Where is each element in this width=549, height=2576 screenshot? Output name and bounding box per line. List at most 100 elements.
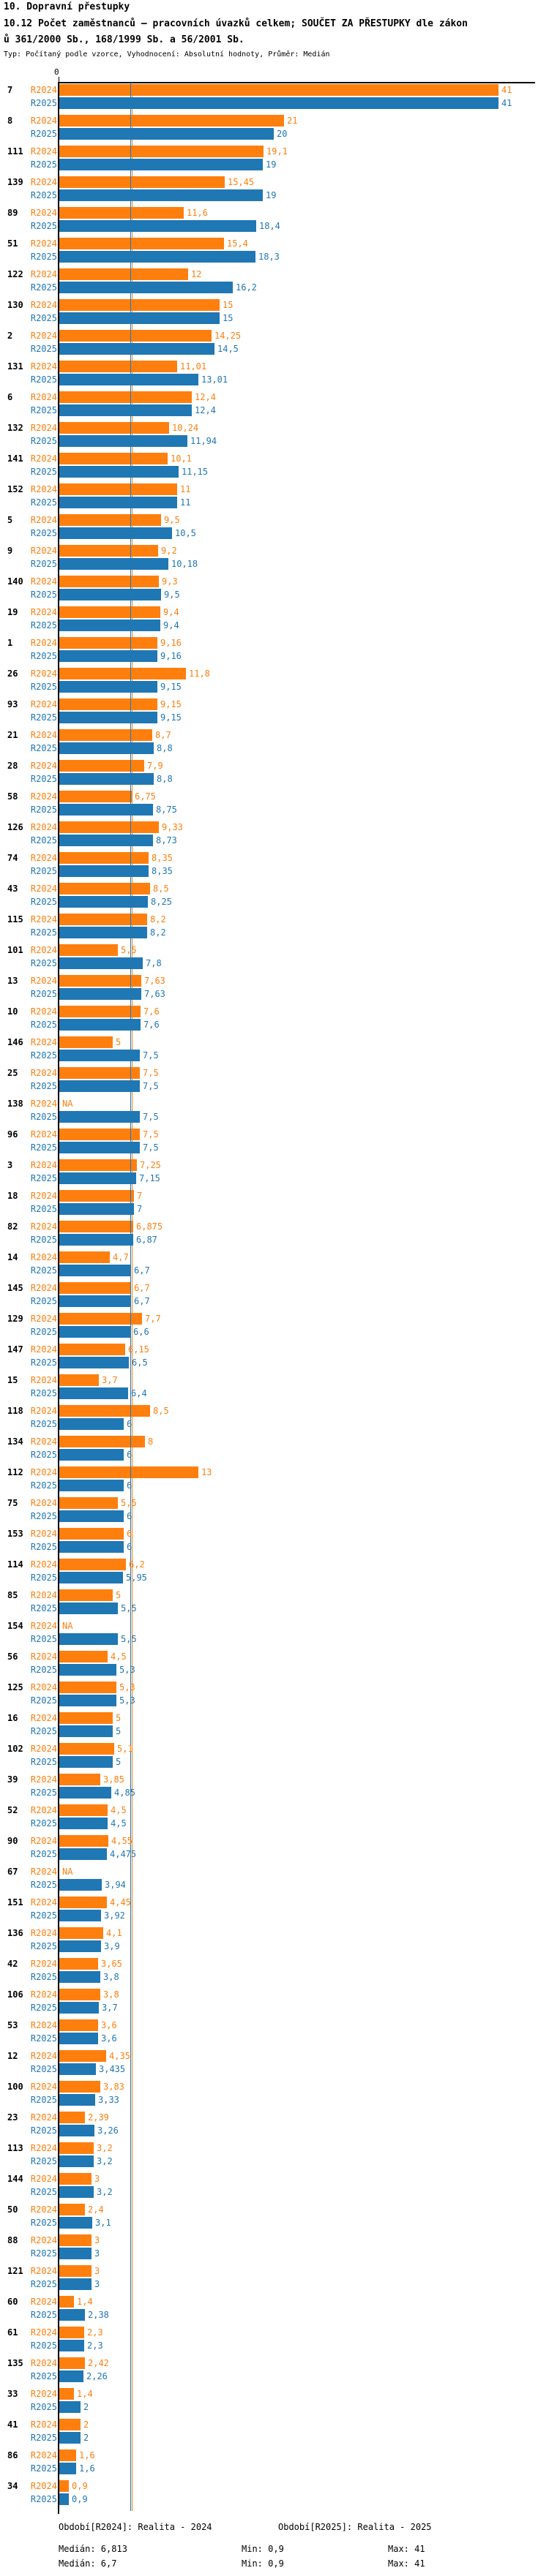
period-label-r2024: R2024 (30, 238, 57, 249)
value-label-r2024: NA (62, 1099, 73, 1109)
value-label-r2025: 8,75 (156, 805, 177, 815)
bar-r2025 (59, 1111, 140, 1123)
bar-row-r2024: R2024 15 (0, 299, 549, 311)
value-label-r2024: 15 (223, 300, 234, 310)
value-label-r2025: 6,5 (132, 1357, 148, 1368)
bar-group: 34 R2024 0,9 R2025 0,9 (0, 2479, 549, 2509)
bar-r2024 (59, 1989, 100, 2000)
period-label-r2024: R2024 (30, 546, 57, 556)
bar-r2024 (59, 1927, 103, 1939)
period-label-r2025: R2025 (30, 1173, 57, 1183)
bar-row-r2024: R2024 19,1 (0, 146, 549, 157)
value-label-r2024: 5 (116, 1590, 122, 1600)
bar-r2024 (59, 1897, 107, 1908)
period-label-r2025: R2025 (30, 2187, 57, 2197)
group-id-label: 18 (7, 1191, 18, 1201)
bar-r2025 (59, 2125, 94, 2136)
bar-r2024 (59, 1436, 145, 1447)
group-id-label: 42 (7, 1959, 18, 1969)
bar-row-r2024: R2024 3,8 (0, 1989, 549, 2000)
group-id-label: 90 (7, 1836, 18, 1846)
period-label-r2024: R2024 (30, 1406, 57, 1416)
value-label-r2025: 3,6 (101, 2033, 117, 2044)
bar-r2025 (59, 2155, 94, 2167)
value-label-r2024: 7,5 (143, 1129, 159, 1140)
bar-r2024 (59, 2265, 92, 2277)
period-label-r2025: R2025 (30, 1296, 57, 1306)
bar-r2025 (59, 1357, 129, 1368)
value-label-r2025: 13,01 (201, 374, 228, 385)
group-id-label: 2 (7, 331, 13, 341)
group-id-label: 131 (7, 361, 23, 372)
period-label-r2025: R2025 (30, 405, 57, 415)
period-label-r2025: R2025 (30, 129, 57, 139)
bar-group: 10 R2024 7,6 R2025 7,6 (0, 1004, 549, 1035)
value-label-r2025: 2,38 (88, 2310, 109, 2320)
group-id-label: 61 (7, 2327, 18, 2338)
bar-group: 146 R2024 5 R2025 7,5 (0, 1035, 549, 1066)
bar-row-r2025: R2025 6 (0, 1510, 549, 1522)
bar-row-r2025: R2025 3,92 (0, 1910, 549, 1921)
period-label-r2024: R2024 (30, 1314, 57, 1324)
bar-row-r2024: R2024 10,24 (0, 422, 549, 434)
period-label-r2025: R2025 (30, 497, 57, 508)
bar-r2025 (59, 2493, 69, 2505)
period-label-r2024: R2024 (30, 976, 57, 986)
bar-r2024 (59, 2112, 85, 2123)
bar-r2024 (59, 1159, 137, 1171)
bar-row-r2025: R2025 8,35 (0, 865, 549, 877)
bar-row-r2024: R2024 15,45 (0, 176, 549, 188)
bar-r2024 (59, 2050, 106, 2062)
value-label-r2025: 1,6 (79, 2463, 95, 2474)
value-label-r2024: 3,6 (101, 2020, 117, 2030)
bar-row-r2025: R2025 2,38 (0, 2309, 549, 2321)
period-label-r2025: R2025 (30, 805, 57, 815)
bar-r2024 (59, 576, 159, 587)
bar-group: 7 R2024 41 R2025 41 (0, 83, 549, 113)
bar-r2024 (59, 914, 147, 925)
group-id-label: 60 (7, 2297, 18, 2307)
bar-group: 102 R2024 5,1 R2025 5 (0, 1741, 549, 1772)
bar-row-r2024: R2024 5 (0, 1589, 549, 1601)
period-label-r2025: R2025 (30, 2463, 57, 2474)
period-label-r2025: R2025 (30, 221, 57, 231)
bar-row-r2024: R2024 2,4 (0, 2204, 549, 2215)
page-title-line2: 10.12 Počet zaměstnanců – pracovních úva… (4, 18, 468, 29)
group-id-label: 130 (7, 300, 23, 310)
bar-r2025 (59, 865, 149, 877)
value-label-r2025: 41 (501, 98, 512, 108)
value-label-r2024: 5,3 (119, 1682, 135, 1692)
value-label-r2024: 4,1 (106, 1928, 122, 1938)
group-id-label: 16 (7, 1713, 18, 1723)
bar-r2025 (59, 1050, 140, 1061)
value-label-r2025: 6 (127, 1542, 132, 1552)
period-label-r2024: R2024 (30, 2082, 57, 2092)
period-label-r2025: R2025 (30, 590, 57, 600)
group-id-label: 122 (7, 269, 23, 279)
bar-row-r2024: R2024 14,25 (0, 330, 549, 342)
period-label-r2024: R2024 (30, 1652, 57, 1662)
period-label-r2025: R2025 (30, 528, 57, 538)
value-label-r2025: 6 (127, 1480, 132, 1491)
value-label-r2025: 3,33 (98, 2095, 119, 2105)
value-label-r2024: 8,7 (155, 730, 171, 740)
group-id-label: 140 (7, 576, 23, 587)
period-label-r2025: R2025 (30, 436, 57, 446)
period-label-r2025: R2025 (30, 1726, 57, 1736)
value-label-r2025: 7,15 (139, 1173, 160, 1183)
period-label-r2025: R2025 (30, 2033, 57, 2044)
group-id-label: 144 (7, 2174, 23, 2184)
value-label-r2025: 11,94 (190, 436, 217, 446)
value-label-r2025: 5,5 (121, 1603, 137, 1613)
bar-group: 67 R2024 NA R2025 3,94 (0, 1864, 549, 1895)
bar-row-r2024: R2024 4,45 (0, 1897, 549, 1908)
period-label-r2025: R2025 (30, 1081, 57, 1091)
bar-row-r2025: R2025 6 (0, 1541, 549, 1553)
bar-row-r2025: R2025 6,87 (0, 1234, 549, 1246)
group-id-label: 93 (7, 699, 18, 709)
bar-row-r2024: R2024 21 (0, 115, 549, 127)
period-label-r2025: R2025 (30, 1788, 57, 1798)
bar-r2024 (59, 1129, 140, 1140)
bar-group: 131 R2024 11,01 R2025 13,01 (0, 359, 549, 390)
bar-row-r2025: R2025 10,18 (0, 558, 549, 570)
